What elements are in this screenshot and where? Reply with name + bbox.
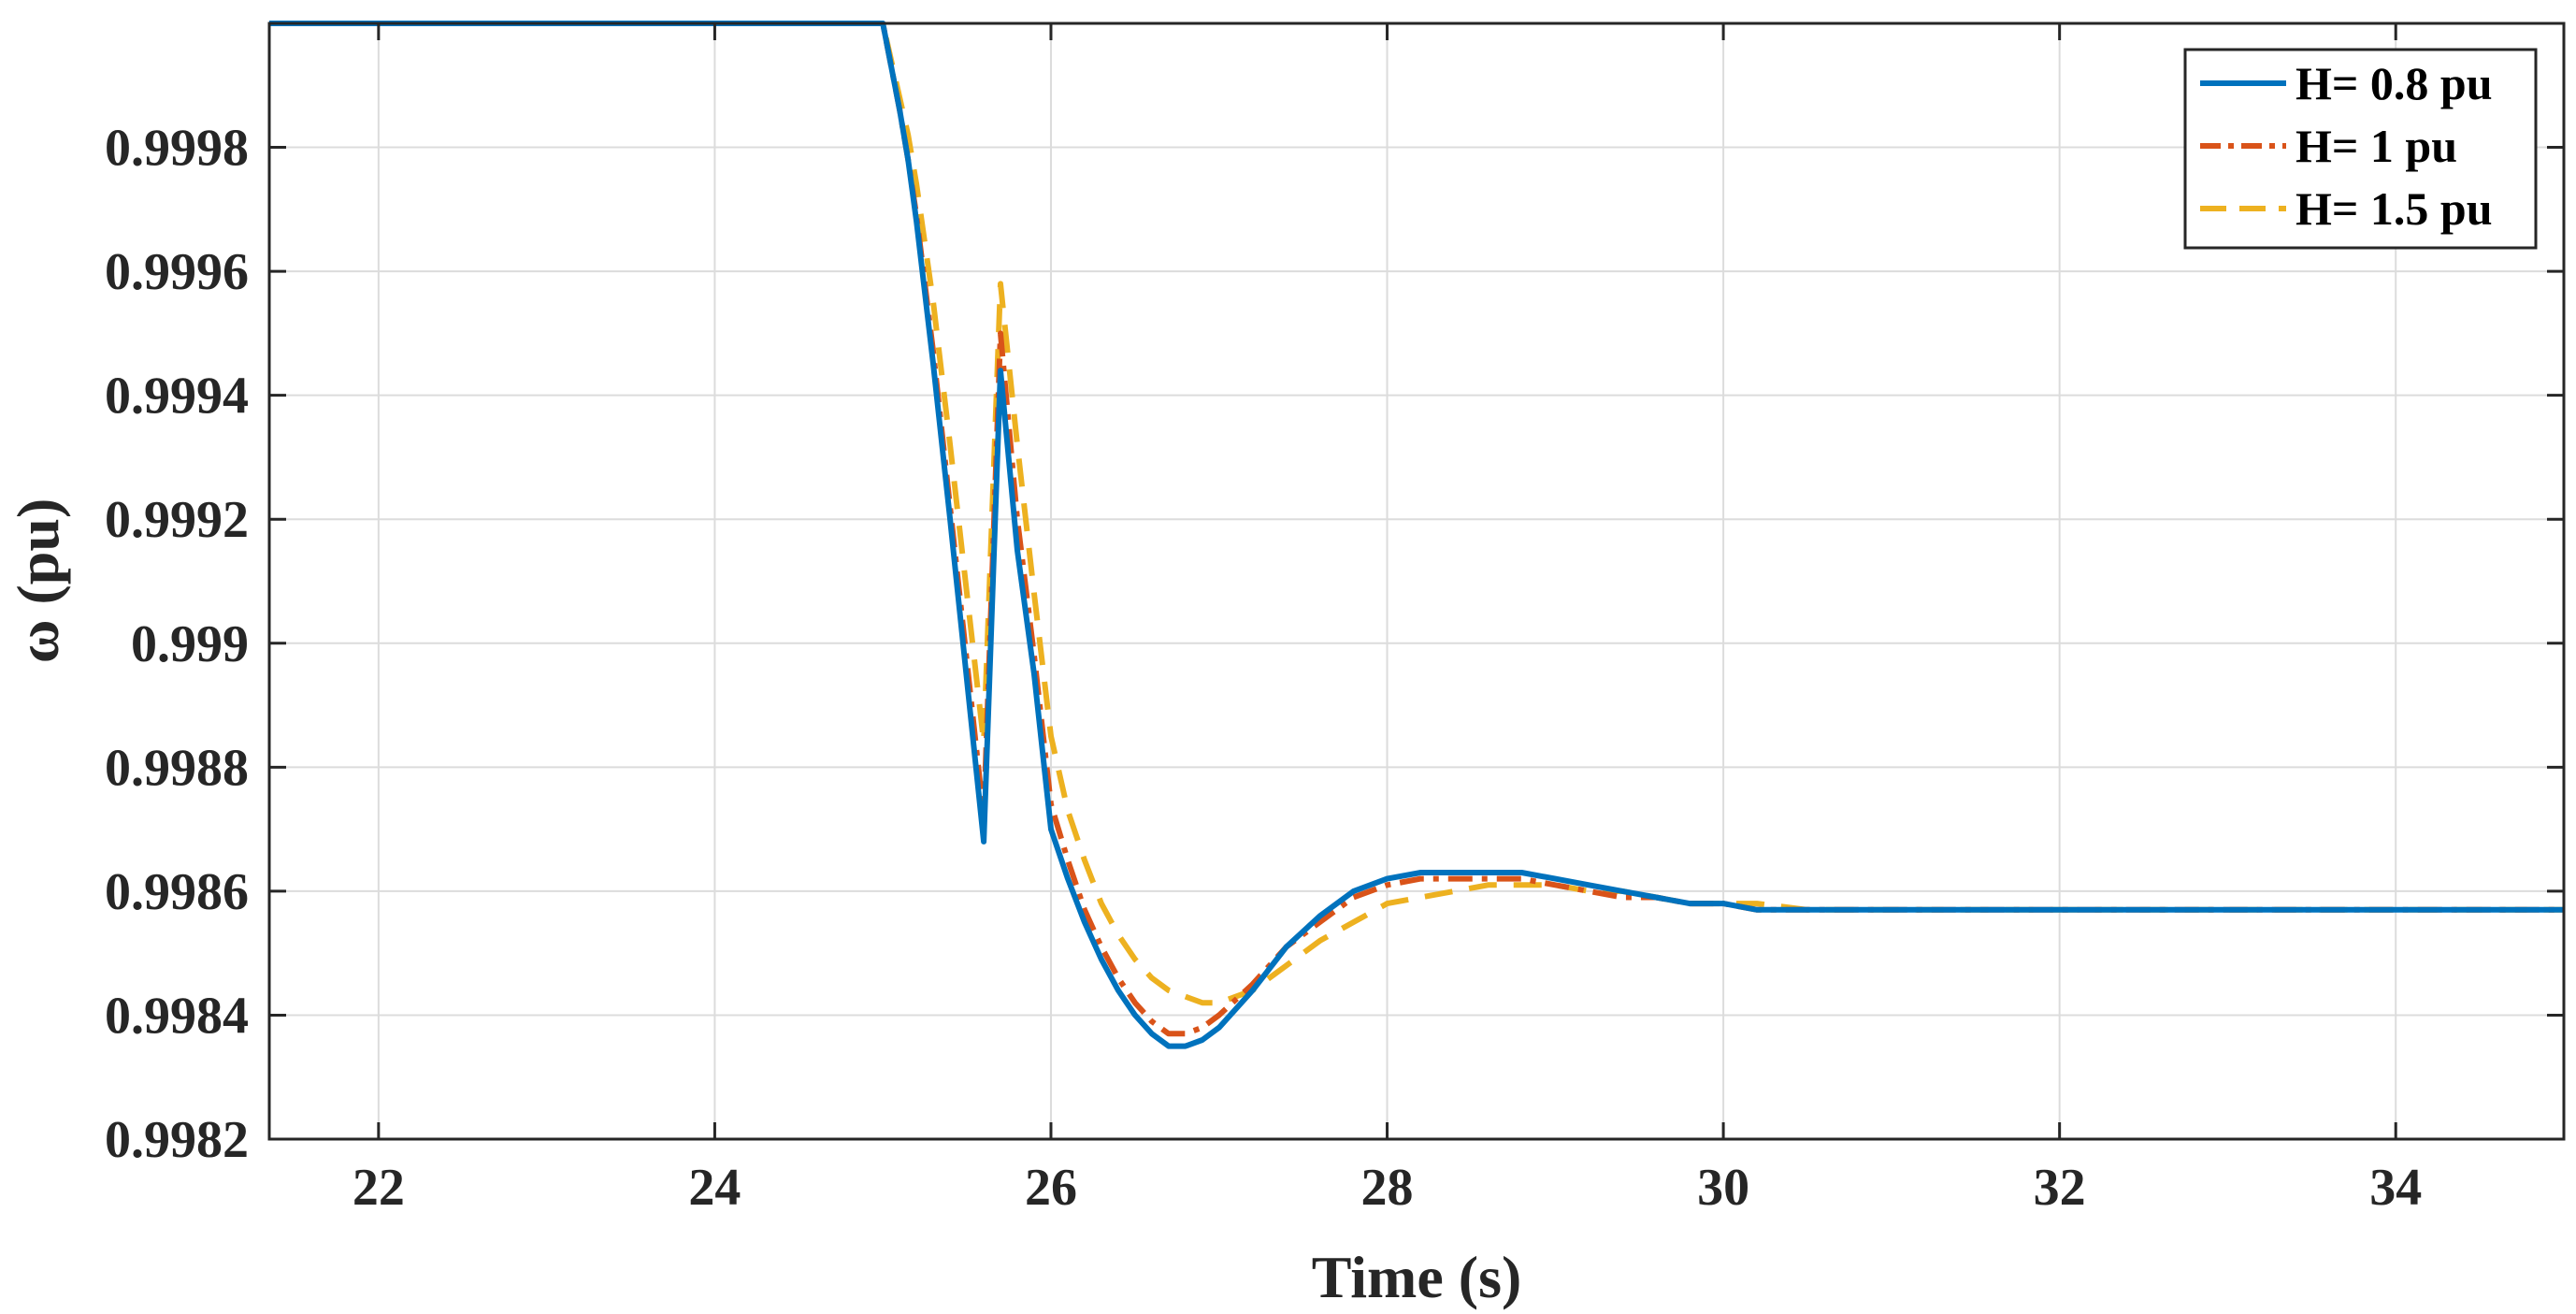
x-tick-label: 34 — [2369, 1159, 2422, 1217]
x-tick-label: 24 — [688, 1159, 741, 1217]
legend-label: H= 1 pu — [2295, 120, 2457, 172]
series-lines — [269, 21, 2564, 1049]
x-axis-title: Time (s) — [1312, 1244, 1522, 1310]
legend-label: H= 1.5 pu — [2295, 182, 2493, 235]
x-tick-label: 22 — [353, 1159, 405, 1217]
y-axis-title: ω (pu) — [5, 498, 71, 664]
y-tick-label: 0.999 — [131, 615, 249, 673]
plot-area — [269, 23, 2564, 1139]
y-tick-label: 0.9992 — [105, 491, 249, 549]
y-tick-label: 0.9982 — [105, 1111, 249, 1169]
series-line-3 — [269, 21, 2564, 1006]
y-tick-label: 0.9986 — [105, 863, 249, 921]
y-tick-label: 0.9994 — [105, 368, 249, 426]
series-line-1 — [269, 21, 2564, 1049]
x-axis: 22 24 26 28 30 32 34 — [353, 23, 2422, 1217]
x-tick-label: 26 — [1025, 1159, 1077, 1217]
x-tick-label: 30 — [1697, 1159, 1749, 1217]
x-tick-label: 28 — [1361, 1159, 1414, 1217]
plot-frame — [267, 22, 2566, 1141]
legend-label: H= 0.8 pu — [2295, 57, 2493, 109]
y-axis: 0.9982 0.9984 0.9986 0.9988 0.999 0.9992 0.999… — [105, 120, 2564, 1169]
y-tick-label: 0.9988 — [105, 739, 249, 797]
x-tick-label: 32 — [2034, 1159, 2086, 1217]
legend: H= 0.8 pu H= 1 pu H= 1.5 pu — [2183, 48, 2538, 250]
y-tick-label: 0.9984 — [105, 987, 249, 1045]
y-tick-label: 0.9996 — [105, 243, 249, 301]
y-tick-label: 0.9998 — [105, 120, 249, 178]
